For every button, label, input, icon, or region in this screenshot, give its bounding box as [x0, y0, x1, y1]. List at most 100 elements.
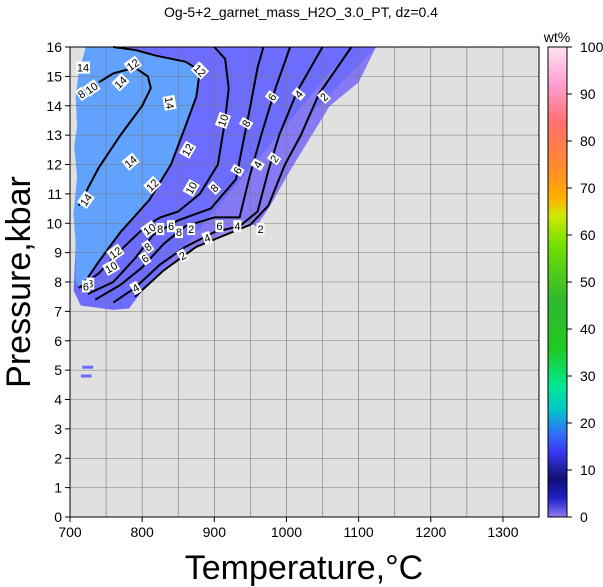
contour-label-text: 8: [76, 88, 88, 101]
contour-label-text: 12: [180, 142, 197, 159]
colorbar-tick-label: 80: [580, 133, 596, 149]
contour-label-box: [138, 251, 152, 266]
contour-label: 14: [76, 190, 95, 209]
contour-label-box: [162, 94, 177, 111]
contour-label-box: [187, 223, 196, 236]
contour-label-box: [250, 158, 265, 171]
y-tick-label: 5: [54, 362, 62, 378]
contour-label-box: [207, 180, 222, 196]
contour-label: 8: [141, 239, 155, 254]
contour-label: 2: [256, 223, 265, 236]
y-tick-label: 1: [54, 480, 62, 496]
x-tick-label: 1000: [271, 524, 302, 540]
contour-line-6: [94, 46, 292, 301]
contour-label: 6: [167, 220, 175, 233]
contour-label: 8: [86, 277, 95, 291]
x-tick-label: 800: [130, 524, 154, 540]
contour-label-box: [76, 190, 95, 209]
contour-label: 4: [129, 280, 143, 295]
contour-label: 10: [182, 178, 201, 198]
contour-label-box: [266, 151, 282, 166]
colorbar-ticks: 0 10 20 30 40 50 60 70 80 90 100: [567, 39, 603, 525]
contour-label-box: [76, 61, 90, 74]
contour-label-box: [143, 175, 162, 195]
contour-label-text: 4: [203, 232, 213, 245]
contour-label-text: 6: [266, 92, 279, 104]
x-tick-label: 1200: [415, 524, 446, 540]
y-tick-label: 4: [54, 392, 62, 408]
contour-label-text: 8: [240, 118, 253, 129]
contour-label-box: [74, 86, 89, 102]
contour-label-text: 2: [257, 224, 263, 236]
contour-label: 10: [140, 220, 159, 239]
contour-label-box: [140, 220, 159, 239]
contour-label: 4: [201, 230, 213, 246]
contour-label-text: 6: [232, 165, 245, 176]
contour-label: 12: [106, 243, 125, 262]
contour-label-text: 2: [188, 224, 194, 236]
y-tick-label: 7: [54, 303, 62, 319]
y-axis-label: Pressure,kbar: [0, 176, 38, 388]
contour-label: 6: [264, 90, 279, 104]
contour-label-text: 2: [268, 153, 281, 165]
contour-label-text: 6: [168, 221, 174, 233]
contour-label-box: [214, 111, 232, 130]
y-tick-label: 0: [54, 509, 62, 525]
colorbar-tick-label: 30: [580, 368, 596, 384]
y-tick-label: 13: [46, 127, 62, 143]
contour-label: 6: [81, 280, 90, 293]
contour-label-box: [238, 116, 254, 130]
colorbar-tick-label: 0: [580, 509, 588, 525]
contour-label: 12: [178, 140, 197, 159]
contour-label: 10: [82, 79, 101, 97]
contour-label-text: 8: [157, 224, 163, 236]
colorbar: wt% 0 10 20 30 40 50 60 70 80 90 100: [543, 29, 603, 525]
contour-label-text: 10: [142, 221, 159, 238]
y-tick-label: 9: [54, 245, 62, 261]
contour-label-text: 12: [108, 245, 125, 262]
y-tick-label: 6: [54, 333, 62, 349]
contour-label-box: [215, 220, 224, 233]
contour-label-text: 14: [78, 192, 95, 209]
contour-label-box: [86, 277, 95, 290]
x-tick-label: 700: [58, 524, 82, 540]
contour-label: 14: [76, 61, 90, 75]
contour-label-box: [111, 73, 130, 92]
contour-label: 2: [266, 151, 282, 166]
contour-label-box: [81, 280, 90, 293]
x-tick-label: 900: [203, 524, 227, 540]
contour-label-text: 10: [184, 180, 201, 197]
contour-label-text: 2: [177, 250, 188, 263]
contour-label: 12: [123, 55, 142, 74]
contour-label: 8: [175, 226, 183, 239]
colorbar-tick-label: 10: [580, 462, 596, 478]
contour-label-text: 6: [216, 221, 222, 233]
contour-label: 6: [215, 220, 224, 233]
contour-label-text: 6: [83, 281, 89, 293]
chart-title: Og-5+2_garnet_mass_H2O_3.0_PT, dz=0.4: [164, 4, 438, 20]
y-tick-label: 11: [47, 186, 62, 202]
contour-label-box: [182, 178, 200, 198]
contour-label-box: [190, 61, 210, 80]
contour-label-text: 14: [162, 96, 176, 110]
x-axis: 700 800 900 1000 1100 1200 1300: [58, 517, 519, 540]
x-tick-label: 1100: [344, 524, 374, 540]
colorbar-tick-label: 100: [580, 39, 603, 55]
contour-label-box: [201, 230, 213, 245]
contour-label-text: 14: [77, 63, 89, 75]
contour-label: 8: [74, 86, 89, 102]
contour-label-text: 12: [125, 57, 142, 74]
contour-label-text: 10: [216, 113, 231, 129]
colorbar-tick-label: 90: [580, 86, 596, 102]
contour-label: 6: [230, 163, 245, 177]
contour-label: 14: [162, 94, 177, 111]
contour-label-text: 8: [176, 227, 182, 239]
contour-label-text: 6: [140, 253, 152, 266]
contour-line-14: [77, 66, 152, 207]
colorbar-tick-label: 20: [580, 415, 596, 431]
y-tick-label: 2: [54, 450, 62, 466]
colorbar-ramp: [547, 46, 568, 518]
